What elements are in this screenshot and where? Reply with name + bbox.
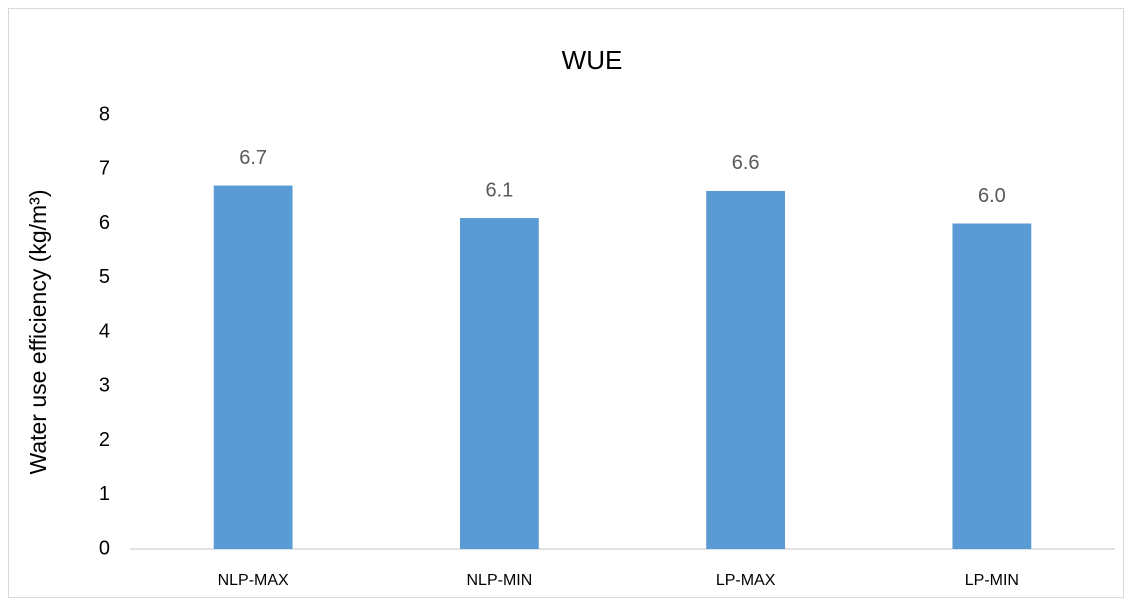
x-tick-label: LP-MAX bbox=[716, 572, 776, 589]
bar bbox=[213, 185, 293, 549]
y-tick-label: 3 bbox=[99, 375, 110, 397]
y-tick-label: 5 bbox=[99, 266, 110, 288]
y-tick-label: 8 bbox=[99, 103, 110, 125]
bar bbox=[952, 223, 1032, 549]
data-label: 6.7 bbox=[239, 147, 267, 169]
y-tick-label: 1 bbox=[99, 483, 110, 505]
y-tick-label: 0 bbox=[99, 537, 110, 559]
x-tick-label: NLP-MAX bbox=[218, 572, 289, 589]
data-label: 6.6 bbox=[732, 152, 760, 174]
chart-title: WUE bbox=[562, 45, 623, 75]
y-tick-label: 7 bbox=[99, 158, 110, 180]
y-tick-label: 2 bbox=[99, 429, 110, 451]
x-tick-label: NLP-MIN bbox=[466, 572, 532, 589]
bar bbox=[459, 218, 539, 549]
y-tick-label: 6 bbox=[99, 212, 110, 234]
y-tick-label: 4 bbox=[99, 320, 110, 342]
bar bbox=[706, 190, 786, 549]
x-tick-label: LP-MIN bbox=[965, 572, 1019, 589]
chart-border bbox=[8, 8, 1124, 598]
y-axis-label: Water use efficiency (kg/m³) bbox=[25, 189, 51, 474]
data-label: 6.0 bbox=[978, 185, 1006, 207]
data-label: 6.1 bbox=[485, 179, 513, 201]
